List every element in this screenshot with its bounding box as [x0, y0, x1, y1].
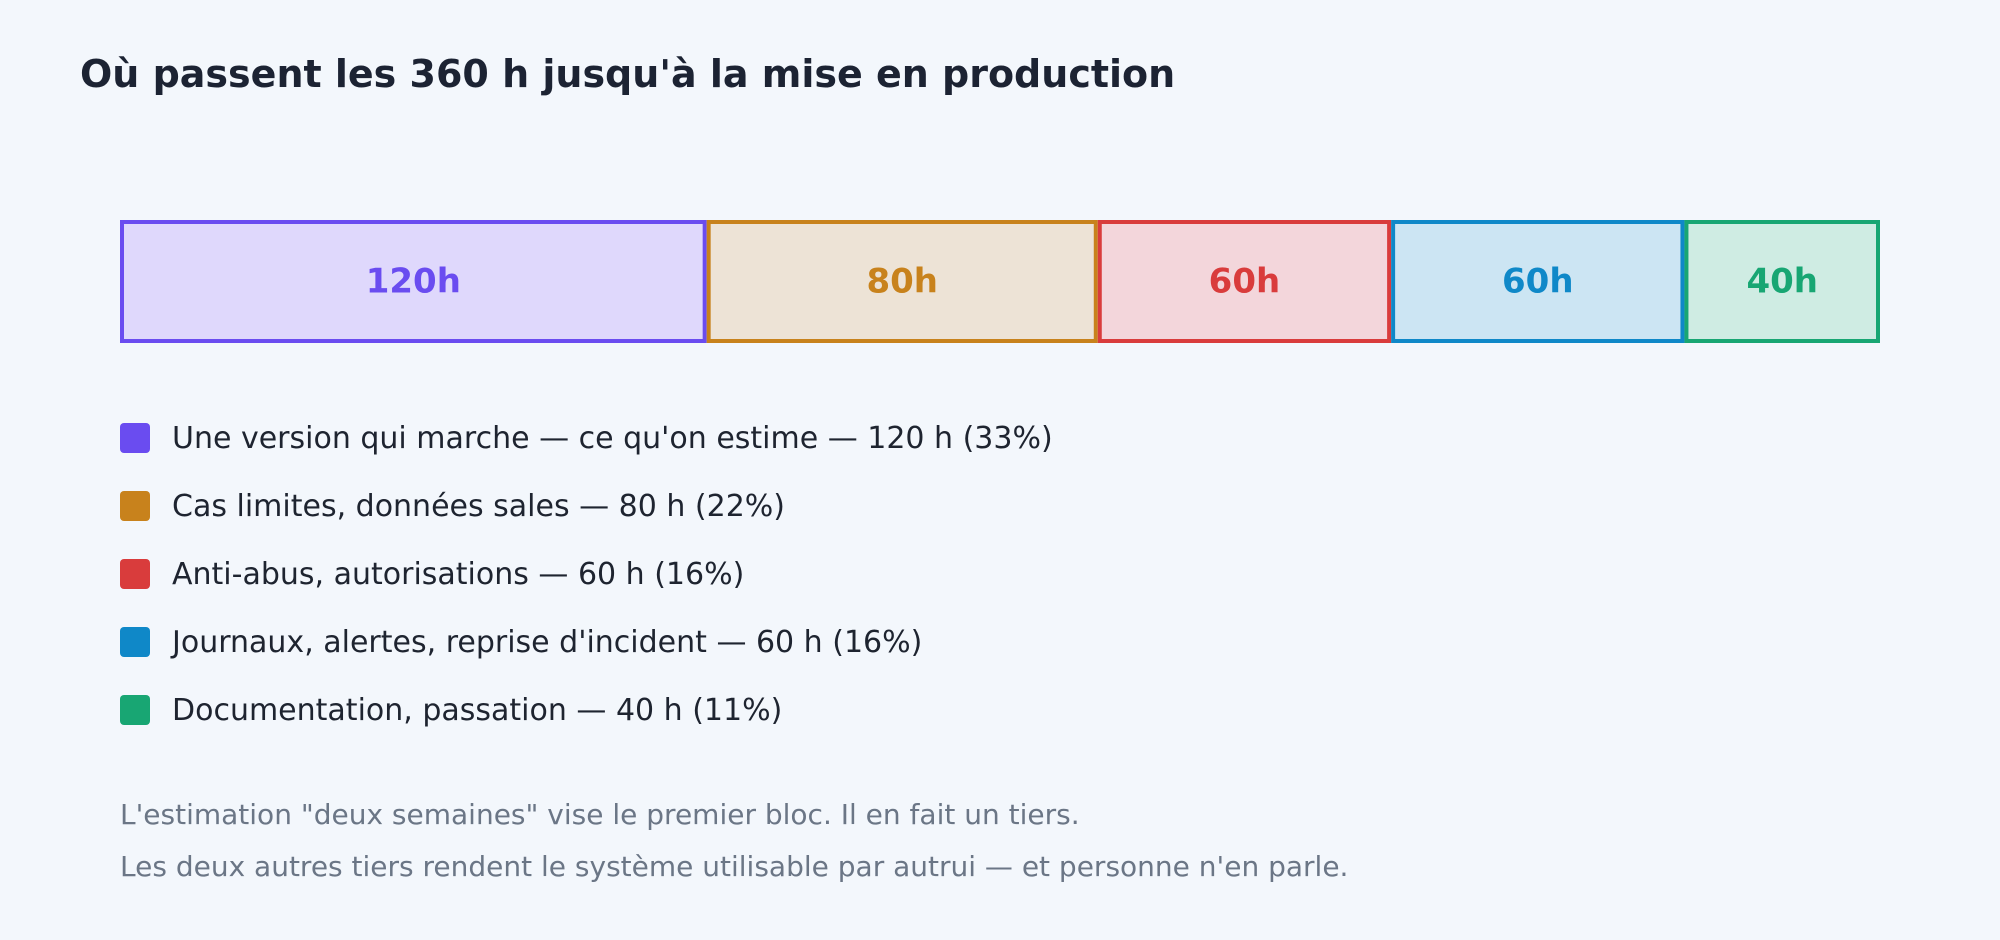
bar-segment-label-4: 60h	[1502, 262, 1574, 302]
legend-swatch	[120, 559, 150, 589]
legend-label: Journaux, alertes, reprise d'incident — …	[172, 624, 923, 660]
bar-segment-label-2: 80h	[866, 262, 938, 302]
legend-swatch	[120, 627, 150, 657]
bar-segment-label-3: 60h	[1209, 262, 1281, 302]
bar-segment-2	[706, 220, 1098, 343]
notes: L'estimation "deux semaines" vise le pre…	[120, 793, 1348, 897]
legend-item: Anti-abus, autorisations — 60 h (16%)	[120, 540, 1053, 608]
bar-segment-5	[1684, 220, 1881, 343]
bar-segment-3	[1097, 220, 1392, 343]
legend-label: Une version qui marche — ce qu'on estime…	[172, 420, 1053, 456]
legend-swatch	[120, 695, 150, 725]
legend-item: Journaux, alertes, reprise d'incident — …	[120, 608, 1053, 676]
legend-label: Cas limites, données sales — 80 h (22%)	[172, 488, 786, 524]
legend-label: Documentation, passation — 40 h (11%)	[172, 692, 783, 728]
legend-swatch	[120, 491, 150, 521]
chart-title: Où passent les 360 h jusqu'à la mise en …	[80, 52, 1176, 96]
legend-swatch	[120, 423, 150, 453]
bar-segment-4	[1391, 220, 1685, 343]
legend-item: Documentation, passation — 40 h (11%)	[120, 676, 1053, 744]
legend-item: Cas limites, données sales — 80 h (22%)	[120, 472, 1053, 540]
note-line-2: Les deux autres tiers rendent le système…	[120, 850, 1349, 883]
legend-label: Anti-abus, autorisations — 60 h (16%)	[172, 556, 745, 592]
stacked-bar: 120h 80h 60h 60h 40h	[120, 220, 1881, 343]
legend-item: Une version qui marche — ce qu'on estime…	[120, 404, 1053, 472]
bar-segment-1	[120, 220, 707, 343]
note-line-1: L'estimation "deux semaines" vise le pre…	[120, 798, 1080, 831]
bar-segment-label-1: 120h	[366, 262, 461, 302]
bar-segment-label-5: 40h	[1746, 262, 1818, 302]
legend: Une version qui marche — ce qu'on estime…	[120, 404, 1053, 744]
